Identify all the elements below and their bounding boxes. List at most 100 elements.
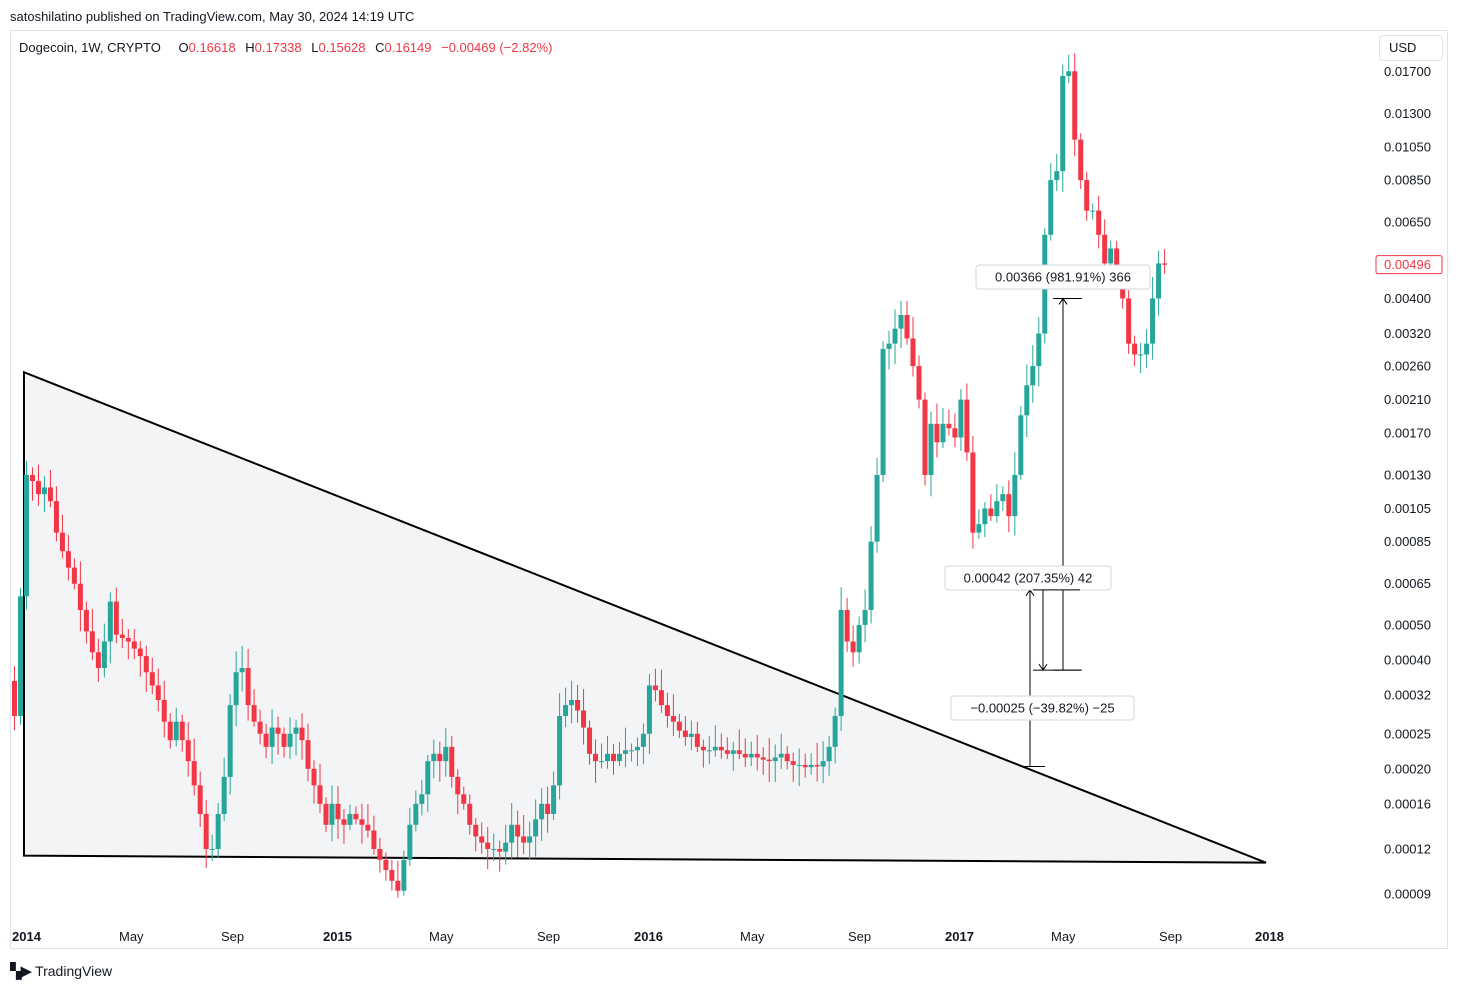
publisher-line: satoshilatino published on TradingView.c… [10, 9, 415, 24]
candle [287, 717, 293, 759]
candle-body [215, 813, 221, 849]
candle-body [497, 849, 503, 852]
candle [1030, 345, 1036, 403]
candle-body [1072, 71, 1078, 140]
candle [23, 460, 29, 610]
candle-body [71, 567, 77, 584]
low-value: 0.15628 [318, 40, 366, 55]
candle [443, 728, 449, 777]
candle [401, 850, 407, 896]
candle-body [646, 685, 652, 734]
candle [533, 799, 539, 857]
candle-body [371, 830, 377, 849]
candle [275, 716, 281, 755]
candle [509, 803, 515, 859]
candle [137, 641, 143, 677]
candle-body [616, 753, 622, 762]
candle-body [1030, 366, 1036, 386]
candle-body [1150, 298, 1156, 344]
candle-body [473, 824, 479, 837]
candle-body [347, 813, 353, 825]
candle [826, 735, 832, 776]
candle-body [904, 314, 910, 339]
close-label: C [375, 40, 385, 55]
measure-label-box [944, 565, 1112, 591]
candle [563, 687, 569, 728]
candle-body [766, 759, 772, 762]
candle-body [605, 753, 611, 762]
candle-body [910, 338, 916, 367]
candle [503, 824, 509, 865]
candle-body [1018, 415, 1024, 475]
candle-body [533, 819, 539, 837]
candle [395, 860, 401, 898]
candle-body [455, 776, 461, 795]
candle-body [191, 761, 197, 786]
y-tick-label: 0.00650 [1384, 215, 1431, 230]
candle-body [611, 753, 616, 762]
x-tick-label: 2017 [945, 929, 974, 944]
candle [521, 814, 527, 855]
candle-body [994, 501, 1000, 517]
candle [173, 707, 179, 747]
candle [317, 763, 323, 813]
candle [83, 601, 89, 644]
ohlc-legend: Dogecoin, 1W, CRYPTO O0.16618 H0.17338 L… [19, 40, 552, 55]
candle [1072, 53, 1078, 157]
candle [191, 738, 197, 796]
candle-body [245, 668, 251, 706]
candle-body [12, 680, 17, 716]
candle [545, 786, 551, 833]
x-tick-label: May [429, 929, 454, 944]
y-tick-label: 0.00260 [1384, 359, 1431, 374]
candle [1126, 290, 1132, 354]
candle [167, 713, 173, 749]
candle [1150, 276, 1156, 360]
candle-body [916, 366, 922, 400]
candle [305, 723, 311, 782]
candle-body [874, 474, 880, 542]
candle [928, 411, 934, 497]
candle [880, 341, 886, 483]
x-tick-label: Sep [221, 929, 244, 944]
symbol-label[interactable]: Dogecoin, 1W, CRYPTO [19, 40, 161, 55]
candle-body [83, 609, 89, 632]
candle [299, 713, 305, 760]
candle [1066, 54, 1072, 84]
measure-tool: −0.00025 (−39.82%) −25 [950, 589, 1135, 721]
candle-body [736, 750, 742, 754]
y-tick-label: 0.00032 [1384, 688, 1431, 703]
candle [473, 818, 479, 852]
measure-label: 0.00042 (207.35%) 42 [964, 571, 1093, 586]
candle [1060, 64, 1066, 193]
candle [587, 720, 593, 765]
candle-body [718, 746, 724, 751]
candle [988, 494, 994, 521]
candle-body [1000, 494, 1006, 502]
candle [557, 693, 563, 800]
candle [1018, 406, 1024, 480]
candle-body [1090, 210, 1096, 212]
y-tick-label: 0.00065 [1384, 576, 1431, 591]
tradingview-logo[interactable]: ▚▶ TradingView [10, 962, 112, 980]
measure-label-box [950, 695, 1135, 721]
currency-button[interactable]: USD [1379, 35, 1443, 61]
candle [838, 587, 844, 731]
candle [1138, 342, 1144, 374]
candle-body [251, 705, 257, 722]
candle-body [730, 750, 736, 754]
candle [646, 673, 652, 754]
candle-body [892, 328, 898, 344]
candle-body [844, 609, 850, 642]
y-tick-label: 0.00016 [1384, 796, 1431, 811]
candle-body [802, 764, 808, 768]
candle-body [622, 750, 628, 754]
candle-body [467, 803, 473, 825]
candle-body [790, 761, 796, 765]
candle [718, 733, 724, 759]
candle-body [1156, 263, 1162, 299]
candle-body [886, 343, 892, 349]
candle [802, 753, 808, 778]
candle-body [299, 727, 305, 741]
